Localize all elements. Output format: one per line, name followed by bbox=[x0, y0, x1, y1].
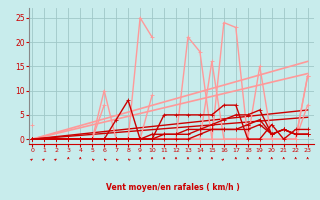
Text: Vent moyen/en rafales ( km/h ): Vent moyen/en rafales ( km/h ) bbox=[106, 183, 240, 192]
